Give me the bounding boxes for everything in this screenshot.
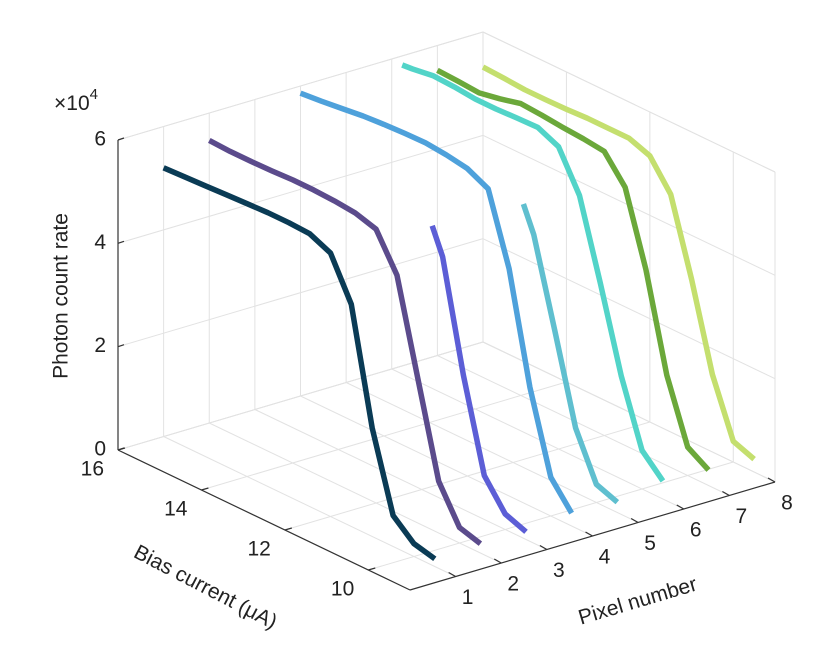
y-tick-label: 14 — [164, 498, 188, 521]
x-tick — [448, 571, 456, 578]
y-tick-label: 10 — [331, 578, 354, 601]
x-tick-label: 7 — [736, 505, 748, 528]
x-axis-label: Pixel number — [576, 573, 700, 630]
z-tick-label: 4 — [94, 231, 106, 254]
z-tick — [117, 137, 125, 141]
x-tick — [767, 477, 776, 483]
y-tick — [117, 447, 126, 451]
y-axis — [117, 449, 411, 591]
data-line — [299, 90, 574, 515]
x-tick — [585, 531, 593, 537]
data-line — [208, 137, 483, 546]
y-tick — [284, 527, 293, 531]
lines — [162, 62, 756, 562]
grid-line — [254, 409, 548, 550]
data-line — [162, 165, 437, 562]
x-tick-label: 2 — [507, 573, 519, 596]
data-line — [436, 67, 711, 472]
x-tick-label: 4 — [599, 546, 611, 569]
x-tick — [493, 558, 502, 564]
grid-line — [300, 395, 593, 537]
grid-line — [117, 341, 484, 451]
x-tick — [539, 544, 548, 551]
z-tick — [117, 344, 125, 348]
grid-line — [117, 238, 484, 348]
y-tick-label: 16 — [81, 458, 104, 481]
y-tick-label: 12 — [247, 538, 270, 561]
grid-line — [482, 238, 776, 380]
z-tick — [117, 240, 125, 244]
grid — [117, 31, 776, 577]
grid-line — [284, 421, 650, 531]
grid-line — [437, 355, 730, 496]
grid-line — [482, 31, 776, 173]
data-line — [520, 203, 620, 505]
grid-line — [117, 134, 484, 244]
data-line — [429, 224, 528, 534]
x-tick — [630, 517, 639, 524]
grid-line — [117, 31, 484, 141]
x-tick-label: 5 — [644, 532, 656, 555]
z-multiplier-base: ×10 — [54, 92, 90, 115]
z-tick-label: 2 — [94, 334, 106, 357]
data-line — [401, 62, 666, 483]
z-multiplier: ×104 — [54, 86, 98, 115]
z-tick-label: 0 — [94, 438, 106, 461]
grid-line — [163, 436, 456, 577]
x-tick — [722, 490, 730, 497]
grid-line — [391, 368, 684, 510]
data-line — [481, 64, 756, 462]
x-tick-label: 1 — [462, 586, 474, 609]
grid-line — [345, 382, 639, 523]
grid-line — [209, 422, 502, 564]
y-tick — [368, 567, 376, 571]
x-tick-label: 8 — [781, 492, 793, 515]
x-tick — [676, 504, 685, 510]
z-axis-label: Photon count rate — [50, 213, 73, 379]
z-tick-label: 6 — [94, 128, 106, 151]
z-multiplier-power: 4 — [90, 86, 98, 103]
grid-line — [201, 381, 567, 491]
x-tick-label: 6 — [690, 519, 702, 542]
y-tick — [201, 487, 209, 491]
x-tick-label: 3 — [553, 559, 565, 582]
